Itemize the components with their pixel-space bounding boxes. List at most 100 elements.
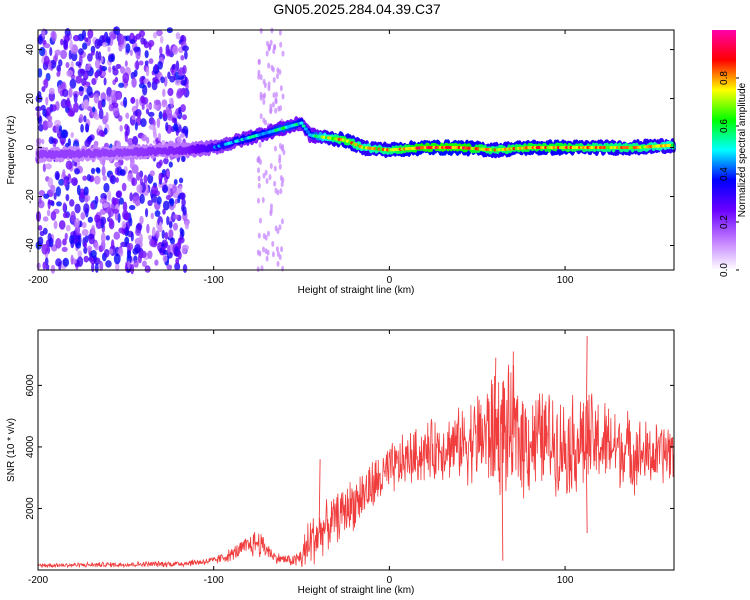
spectrogram-noise-cell [112, 68, 119, 76]
spectrogram-noise-cell [163, 76, 168, 87]
spectrogram-noise-cell [272, 92, 276, 99]
spectrogram-noise-cell [61, 246, 68, 253]
spectrogram-noise-cell [94, 175, 101, 185]
spectrogram-noise-cell [87, 28, 94, 39]
spectrogram-noise-cell [129, 39, 136, 45]
spectrogram-noise-cell [257, 232, 261, 239]
spectrogram-noise-cell [48, 87, 55, 95]
spectrogram-noise-cell [83, 186, 89, 196]
spectrogram-noise-cell [184, 220, 190, 230]
spectrogram-noise-cell [278, 29, 282, 36]
spectrogram-noise-cell [91, 224, 96, 236]
spectrogram-noise-cell [145, 67, 150, 77]
spectrogram-noise-cell [143, 41, 150, 49]
spectrogram-noise-cell [87, 135, 93, 143]
spectrogram-noise-cell [153, 99, 161, 106]
spectrogram-noise-cell [180, 104, 186, 113]
spectrogram-noise-cell [178, 177, 184, 184]
spectrogram-noise-cell [62, 212, 68, 219]
spectrogram-noise-cell [55, 258, 62, 267]
spectrogram-noise-cell [81, 29, 87, 40]
spectrogram-noise-cell [162, 200, 170, 211]
spectrogram-plot: -200 -100 0 100 40 20 0 -20 -40 Height of strai… [6, 26, 677, 296]
spectrogram-noise-cell [50, 184, 56, 193]
spectrogram-noise-cell [38, 196, 42, 205]
spectrogram-noise-cell [73, 161, 78, 167]
spectrogram-noise-cell [279, 174, 283, 181]
spectrogram-noise-cell [275, 73, 279, 80]
spectrogram-noise-cell [92, 106, 96, 113]
spectrogram-noise-cell [153, 132, 158, 139]
y-tick-label: 6000 [25, 374, 36, 397]
spectrogram-noise-cell [258, 141, 262, 148]
spectrogram-noise-cell [83, 84, 88, 93]
spectrogram-noise-cell [171, 64, 176, 70]
spectrogram-noise-cell [45, 264, 50, 271]
spectrogram-noise-cell [36, 262, 41, 270]
spectrogram-noise-cell [83, 241, 88, 249]
spectrogram-noise-cell [280, 246, 284, 253]
spectrogram-noise-cell [275, 246, 279, 253]
spectrogram-noise-cell [272, 76, 276, 83]
spectrogram-noise-cell [178, 185, 183, 194]
spectrogram-noise-cell [118, 227, 125, 234]
spectrogram-noise-cell [54, 119, 62, 127]
spectrogram-noise-cell [257, 69, 261, 76]
spectrogram-noise-cell [83, 115, 87, 123]
spectrogram-noise-cell [162, 184, 169, 194]
spectrogram-noise-cell [108, 66, 112, 73]
spectrogram-noise-cell [152, 32, 158, 39]
spectrogram-noise-cell [155, 230, 160, 239]
spectrogram-noise-cell [267, 81, 271, 88]
spectrogram-noise-cell [37, 236, 44, 247]
spectrogram-noise-cell [39, 230, 45, 237]
spectrogram-noise-cell [102, 42, 108, 48]
spectrogram-noise-cell [136, 171, 141, 181]
spectrogram-noise-cell [138, 60, 144, 66]
spectrogram-noise-cell [35, 137, 42, 145]
spectrogram-noise-cell [50, 264, 56, 274]
spectrogram-noise-cell [107, 190, 112, 202]
spectrogram-noise-cell [88, 234, 95, 245]
spectrogram-noise-cell [106, 95, 111, 102]
colorbar-tick-label: 0.6 [719, 119, 730, 133]
spectrogram-noise-cell [66, 69, 74, 77]
spectrogram-noise-cell [158, 111, 163, 120]
spectrogram-noise-cell [65, 61, 70, 68]
spectrogram-noise-cell [154, 259, 159, 266]
spectrogram-noise-cell [146, 223, 150, 234]
spectrogram-noise-cell [278, 154, 282, 161]
spectrogram-noise-cell [74, 217, 80, 228]
spectrogram-noise-cell [108, 54, 114, 63]
spectrogram-noise-cell [56, 71, 61, 78]
spectrogram-noise-cell [90, 201, 96, 210]
spectrogram-noise-cell [45, 96, 49, 106]
spectrogram-noise-cell [65, 193, 70, 202]
snr-border [37, 329, 675, 571]
spectrogram-noise-cell [265, 177, 269, 184]
spectrogram-noise-cell [151, 185, 159, 195]
spectrogram-noise-cell [63, 39, 68, 50]
spectrogram-noise-cell [119, 169, 126, 176]
spectrogram-noise-cell [103, 127, 108, 135]
spectrogram-noise-cell [94, 214, 101, 223]
y-tick-label: 20 [25, 93, 36, 105]
spectrogram-noise-cell [133, 260, 139, 268]
spectrogram-noise-cell [169, 197, 175, 207]
spectrogram-noise-cell [41, 138, 45, 145]
spectrogram-noise-cell [62, 257, 70, 267]
spectrogram-noise-cell [281, 50, 285, 57]
spectrogram-noise-cell [147, 250, 153, 260]
spectrogram-noise-cell [93, 113, 100, 120]
spectrogram-noise-cell [80, 212, 86, 220]
spectrogram-noise-cell [129, 49, 133, 56]
spectrogram-noise-cell [181, 198, 186, 207]
spectrogram-noise-cell [179, 192, 186, 200]
spectrogram-noise-cell [86, 85, 93, 97]
spectrogram-noise-cell [130, 263, 135, 275]
spectrogram-noise-cell [78, 48, 84, 56]
spectrogram-noise-cell [56, 201, 62, 207]
spectrogram-noise-cell [174, 79, 181, 86]
spectrogram-noise-cell [70, 132, 74, 139]
spectrogram-noise-cell [282, 149, 286, 156]
